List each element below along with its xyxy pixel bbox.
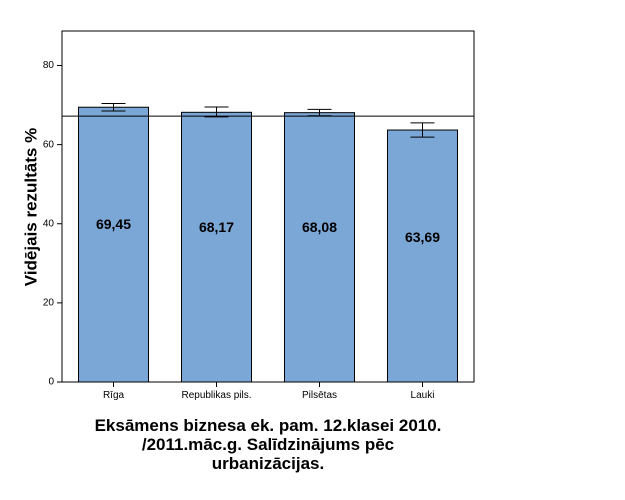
y-axis: 0 20 40 60 80 <box>43 60 62 388</box>
y-axis-label: Vidējais rezultāts % <box>21 128 40 286</box>
y-tick-label: 0 <box>48 377 54 388</box>
x-tick-label: Rīga <box>103 390 125 401</box>
plot-frame <box>61 30 475 383</box>
bar <box>181 111 252 383</box>
y-tick-label: 20 <box>43 298 55 309</box>
bar <box>284 112 355 383</box>
bar <box>78 106 149 383</box>
bar-value-label: 69,45 <box>96 216 131 232</box>
bar-value-label: 68,17 <box>199 219 234 235</box>
y-tick-label: 40 <box>43 218 55 229</box>
bar-value-label: 68,08 <box>302 219 337 235</box>
y-tick-label: 60 <box>43 139 55 150</box>
bar-value-label: 63,69 <box>405 229 440 245</box>
error-bars <box>101 102 435 138</box>
x-tick-label: Pilsētas <box>302 390 337 401</box>
bars: 69,45 68,17 68,08 63,69 <box>78 106 458 383</box>
x-tick-label: Republikas pils. <box>181 390 251 401</box>
x-axis: Rīga Republikas pils. Pilsētas Lauki <box>103 382 435 401</box>
chart-title: Eksāmens biznesa ek. pam. 12.klasei 2010… <box>94 416 442 473</box>
y-tick-label: 80 <box>43 60 55 71</box>
chart-caption: Eksāmens biznesa ek. pam. 12.klasei 2010… <box>62 416 474 473</box>
bar <box>387 129 458 383</box>
x-tick-label: Lauki <box>411 390 435 401</box>
